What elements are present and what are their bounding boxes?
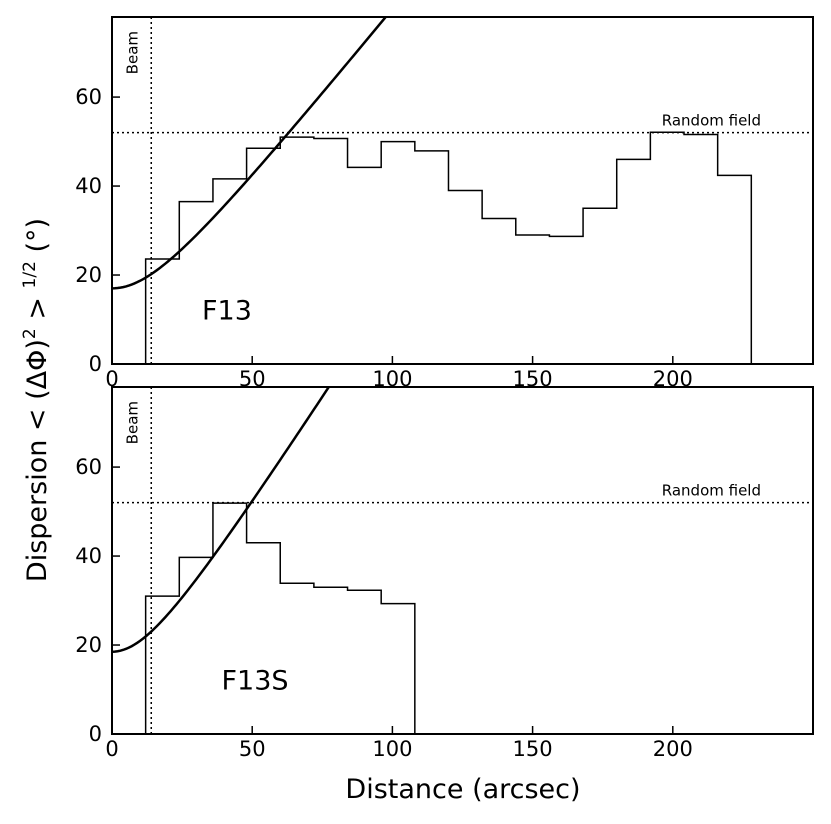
model-fit-curve bbox=[112, 387, 331, 653]
y-tick-label: 40 bbox=[75, 174, 102, 198]
y-tick-label: 20 bbox=[75, 633, 102, 657]
y-tick-label: 40 bbox=[75, 544, 102, 568]
y-axis-label-sup2: 1/2 bbox=[20, 261, 40, 288]
x-tick-label: 0 bbox=[105, 737, 118, 761]
y-tick-label: 20 bbox=[75, 263, 102, 287]
y-tick-label: 60 bbox=[75, 455, 102, 479]
plot-frame bbox=[111, 16, 814, 365]
x-axis-label: Distance (arcsec) bbox=[345, 774, 580, 805]
random-field-label: Random field bbox=[662, 482, 761, 500]
model-fit-curve bbox=[112, 17, 388, 290]
panel-label: F13S bbox=[221, 666, 288, 697]
x-tick-label: 100 bbox=[372, 737, 412, 761]
dispersion-histogram bbox=[144, 502, 416, 734]
y-axis-label-end: (°) bbox=[22, 218, 53, 261]
x-tick-label: 150 bbox=[513, 737, 553, 761]
y-tick-label: 0 bbox=[89, 722, 102, 746]
random-field-label: Random field bbox=[662, 112, 761, 130]
x-tick-label: 200 bbox=[653, 737, 693, 761]
panel-label: F13 bbox=[202, 296, 252, 327]
y-axis-label: Dispersion < (ΔΦ)2 > 1/2 (°) bbox=[20, 218, 53, 582]
dispersion-histogram bbox=[144, 131, 753, 364]
beam-label: Beam bbox=[123, 31, 141, 74]
y-axis-label-main: Dispersion < (ΔΦ) bbox=[22, 339, 53, 582]
plot-frame bbox=[111, 386, 814, 735]
x-tick-label: 50 bbox=[239, 737, 266, 761]
y-axis-label-mid: > bbox=[22, 288, 53, 328]
y-axis-label-sup1: 2 bbox=[20, 328, 40, 339]
beam-label: Beam bbox=[123, 401, 141, 444]
y-tick-label: 0 bbox=[89, 352, 102, 376]
panel-f13s: Random field Beam 0 50 100 150 200 0 20 40 60 F13S bbox=[75, 386, 814, 761]
x-tick-label: 0 bbox=[105, 367, 118, 391]
y-tick-label: 60 bbox=[75, 85, 102, 109]
